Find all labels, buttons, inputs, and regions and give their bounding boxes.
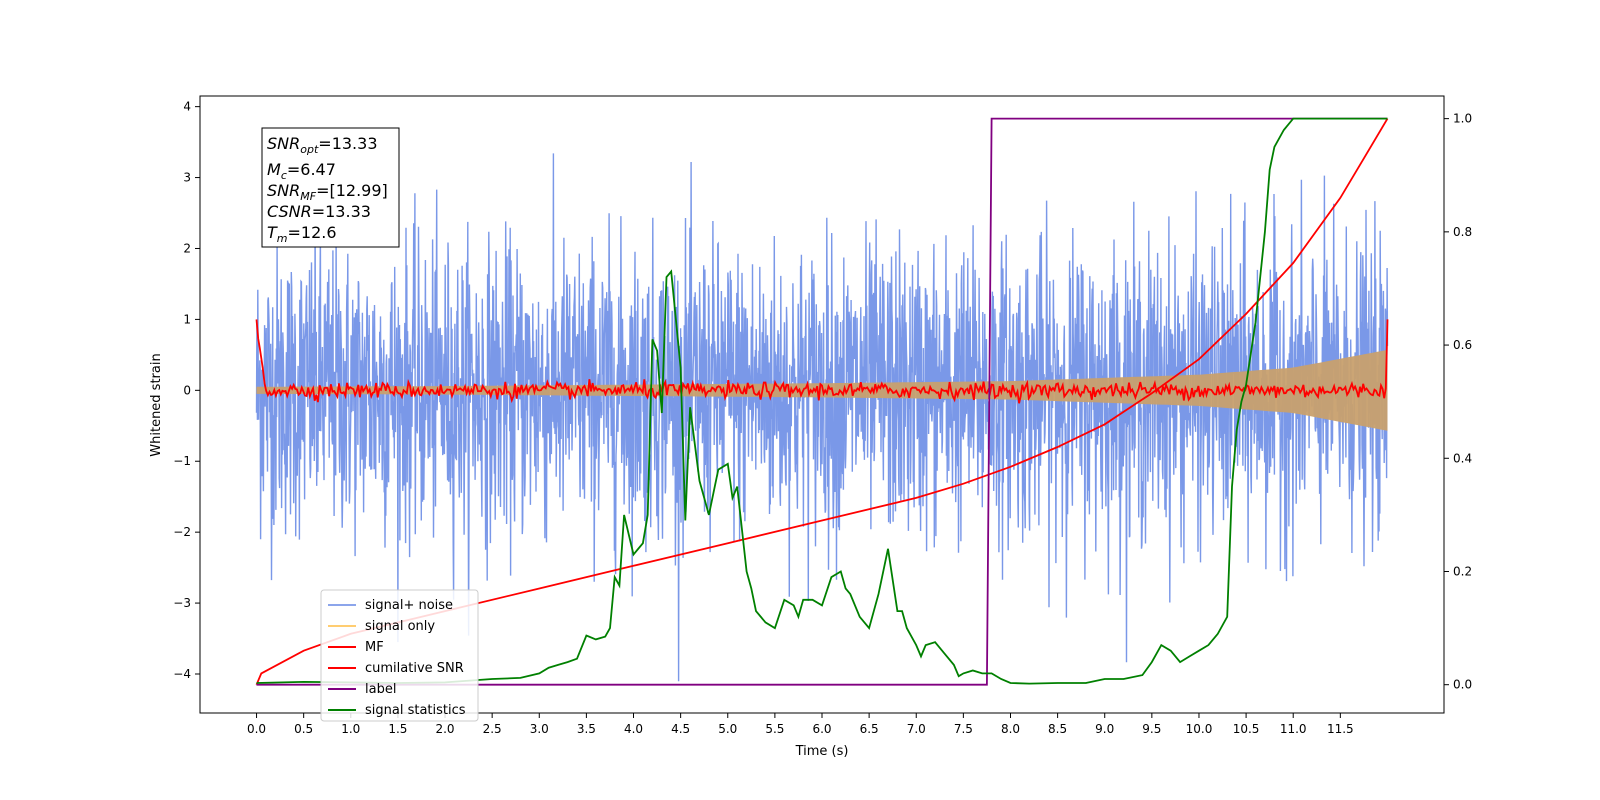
x-tick-label: 8.5 (1048, 722, 1067, 736)
annotation-box: SNRopt=13.33 Mc=6.47 SNRMF=[12.99] CSNR=… (261, 127, 400, 248)
x-tick-label: 10.0 (1186, 722, 1213, 736)
y-tick-label: −2 (173, 525, 191, 539)
series-signal-only-envelope (256, 349, 1388, 431)
x-tick-label: 4.5 (671, 722, 690, 736)
legend-label-signal-noise: signal+ noise (365, 598, 453, 613)
x-tick-label: 5.5 (765, 722, 784, 736)
x-tick-label: 11.0 (1280, 722, 1307, 736)
legend-label-label: label (365, 682, 396, 697)
y-tick-label: −4 (173, 667, 191, 681)
x-tick-label: 1.0 (341, 722, 360, 736)
annotation-snr-mf: SNRMF=[12.99] (267, 181, 388, 203)
y2-tick-label: 0.2 (1453, 564, 1472, 578)
series-signal-statistics-line (256, 117, 1388, 685)
y2-tick-label: 0.6 (1453, 338, 1472, 352)
legend-label-cumilative-snr: cumilative SNR (365, 661, 464, 676)
series-mf-line (255, 319, 1389, 404)
x-axis-label: Time (s) (795, 744, 849, 759)
x-tick-label: 3.0 (530, 722, 549, 736)
x-tick-label: 2.5 (483, 722, 502, 736)
annotation-mc: Mc=6.47 (267, 160, 336, 182)
legend-label-signal-statistics: signal statistics (365, 703, 466, 718)
y2-tick-label: 0.8 (1453, 225, 1472, 239)
x-tick-label: 0.0 (247, 722, 266, 736)
y2-tick-label: 1.0 (1453, 112, 1472, 126)
y-axis-label: Whitened strain (149, 353, 164, 456)
x-tick-label: 10.5 (1233, 722, 1260, 736)
x-tick-label: 7.0 (907, 722, 926, 736)
legend-label-mf: MF (365, 640, 384, 655)
x-tick-label: 6.5 (860, 722, 879, 736)
x-tick-label: 5.0 (718, 722, 737, 736)
x-tick-label: 9.0 (1095, 722, 1114, 736)
x-tick-label: 0.5 (294, 722, 313, 736)
x-tick-label: 11.5 (1327, 722, 1354, 736)
y-tick-label: −1 (173, 454, 191, 468)
series-label-line (256, 117, 1388, 686)
annotation-tm: Tm=12.6 (267, 223, 337, 245)
x-tick-label: 4.0 (624, 722, 643, 736)
x-tick-label: 6.0 (812, 722, 831, 736)
x-tick-label: 8.0 (1001, 722, 1020, 736)
legend-label-signal-only: signal only (365, 619, 435, 634)
annotation-snr-opt: SNRopt=13.33 (267, 134, 378, 156)
series-signal-noise-line (255, 153, 1389, 682)
x-tick-label: 2.0 (435, 722, 454, 736)
x-tick-label: 7.5 (954, 722, 973, 736)
y-tick-label: 1 (183, 312, 191, 326)
y-tick-label: 3 (183, 171, 191, 185)
y2-tick-label: 0.4 (1453, 451, 1472, 465)
annotation-csnr: CSNR=13.33 (267, 202, 371, 221)
y-axis-left: 4 3 2 1 0 −1 −2 −3 −4 (173, 100, 200, 681)
x-tick-label: 1.5 (388, 722, 407, 736)
x-axis: 0.0 0.5 1.0 1.5 2.0 2.5 3.0 3.5 4.0 4.5 5.0 5.5 6.0 6… (247, 713, 1354, 736)
x-tick-label: 9.5 (1142, 722, 1161, 736)
y-tick-label: 0 (183, 383, 191, 397)
x-tick-label: 3.5 (577, 722, 596, 736)
legend: signal+ noise signal only MF cumilative SNR… (320, 589, 479, 722)
y-tick-label: −3 (173, 596, 191, 610)
y-axis-right: 1.0 0.8 0.6 0.4 0.2 0.0 (1444, 112, 1472, 692)
y-tick-label: 2 (183, 241, 191, 255)
y2-tick-label: 0.0 (1453, 678, 1472, 692)
y-tick-label: 4 (183, 100, 191, 114)
